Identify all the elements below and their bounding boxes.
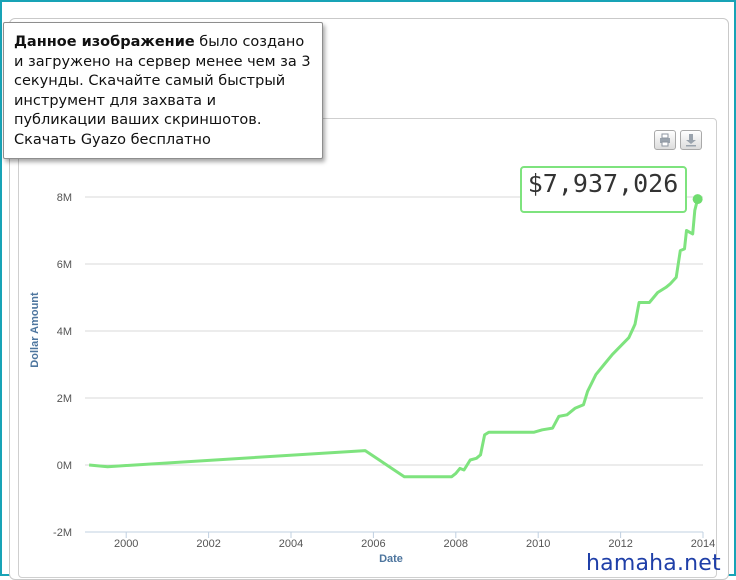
y-axis-label: Dollar Amount [29,292,41,368]
print-icon [660,133,670,147]
x-tick-label: 2000 [114,538,138,550]
x-tick-label: 2002 [196,538,220,550]
print-button[interactable] [654,130,676,150]
tooltip-bold-text: Данное изображение [14,34,195,50]
y-tick-label: -2M [53,527,72,539]
x-tick-label: 2014 [691,538,715,550]
y-tick-label: 2M [57,393,72,405]
last-data-point[interactable] [692,194,703,205]
x-tick-label: 2012 [608,538,632,550]
x-tick-label: 2006 [361,538,385,550]
x-tick-label: 2004 [279,538,303,550]
x-axis-label: Date [379,553,403,565]
series-line [88,198,700,479]
y-tick-label: 4M [57,326,72,338]
y-tick-labels: -2M 0M 2M 4M 6M 8M [53,192,72,539]
watermark: hamaha.net [586,551,721,576]
annotation-box [520,166,687,213]
tooltip-text: было создано и загружено на сервер менее… [14,34,311,148]
download-button[interactable] [680,130,702,150]
y-tick-label: 0M [57,460,72,472]
x-tick-label: 2010 [526,538,550,550]
gyazo-tooltip[interactable]: Данное изображение было создано и загруж… [3,22,323,159]
x-tick-label: 2008 [444,538,468,550]
download-icon [686,134,696,147]
annotation-label: $7,937,026 [528,169,679,198]
y-tick-label: 8M [57,192,72,204]
y-tick-label: 6M [57,259,72,271]
grid-lines [85,196,703,533]
x-tick-labels: 2000 2002 2004 2006 2008 2010 2012 2014 [114,532,715,550]
